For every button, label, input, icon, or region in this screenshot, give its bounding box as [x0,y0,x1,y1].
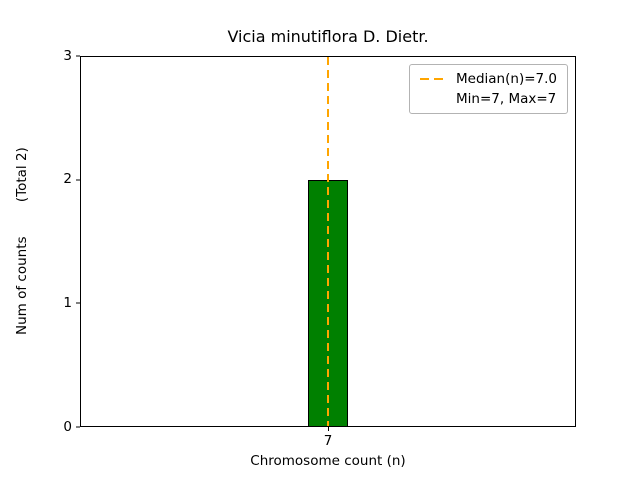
x-tick-label: 7 [323,433,333,449]
y-tick-label: 3 [63,47,72,64]
median-line-legend-sample [420,78,448,80]
legend: Median(n)=7.0 Min=7, Max=7 [409,64,568,114]
legend-row-median: Median(n)=7.0 [420,71,557,87]
y-tick-mark [76,426,80,428]
legend-median-label: Median(n)=7.0 [456,71,557,87]
y-tick-label: 2 [63,170,72,187]
median-dashed-line [327,57,329,426]
plot-area: Median(n)=7.0 Min=7, Max=7 [80,56,576,427]
x-axis-label: Chromosome count (n) [250,453,406,469]
y-tick-mark [76,302,80,304]
legend-sample-spacer [420,98,447,100]
x-tick-mark [328,426,329,431]
y-axis-label: Num of counts (Total 2) [14,147,30,336]
y-tick-label: 0 [63,418,72,435]
y-tick-label: 1 [63,294,72,311]
y-tick-mark [76,55,80,57]
y-tick-labels: 0 1 2 3 [48,49,72,433]
y-tick-mark [76,179,80,181]
y-tick-marks [76,55,80,428]
y-axis-label-wrap: Num of counts (Total 2) [12,56,32,427]
legend-minmax-label: Min=7, Max=7 [456,91,557,107]
legend-row-minmax: Min=7, Max=7 [420,91,557,107]
chart-title: Vicia minutiflora D. Dietr. [227,27,429,46]
